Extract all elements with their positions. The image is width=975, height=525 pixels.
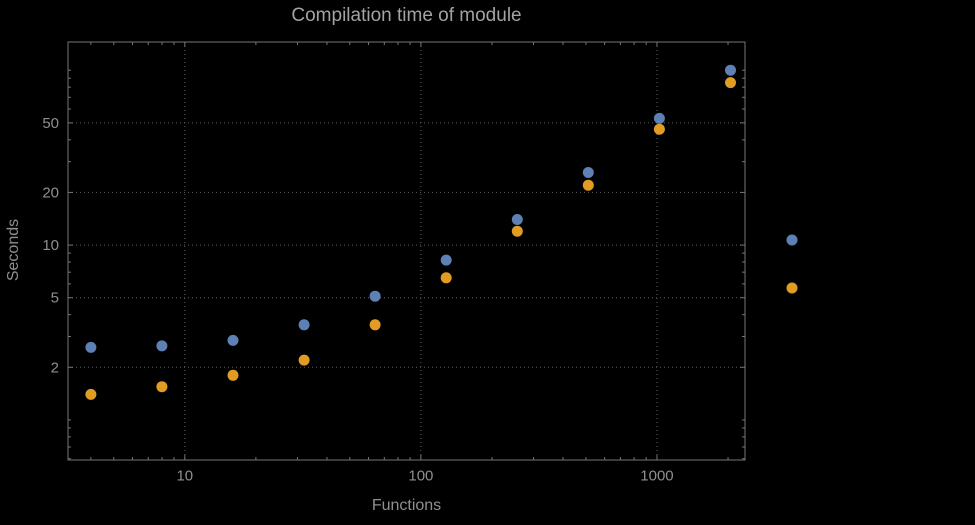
y-tick-label: 50 [42,115,59,132]
data-point-series-2 [653,123,665,135]
chart-title: Compilation time of module [291,5,522,26]
x-tick-label: 10 [176,467,193,484]
data-point-series-2 [511,225,523,237]
data-point-series-2 [582,179,594,191]
data-point-series-2 [85,388,97,400]
data-point-series-2 [156,381,168,393]
data-point-series-1 [156,340,168,352]
y-tick-label: 10 [42,237,59,254]
y-tick-label: 2 [51,359,59,376]
data-point-series-1 [582,167,594,178]
data-point-series-1 [511,214,523,225]
legend-series-2-marker [786,282,798,294]
data-point-series-1 [85,341,97,353]
data-point-series-2 [298,354,310,366]
x-tick-label: 100 [408,467,433,484]
y-tick-label: 20 [42,184,59,201]
data-point-series-1 [369,290,381,302]
data-point-series-2 [369,319,381,331]
data-point-series-2 [725,77,736,89]
plot-frame [67,41,746,461]
data-point-series-1 [653,112,665,124]
x-axis-label: Functions [371,497,442,514]
data-point-series-2 [440,272,452,284]
data-point-series-1 [440,254,452,266]
y-tick-label: 5 [51,290,59,307]
legend-series-1-marker [786,234,798,246]
data-point-series-1 [725,64,736,76]
data-point-series-1 [298,319,310,331]
data-point-series-2 [227,369,239,381]
data-point-series-1 [227,334,239,346]
x-tick-label: 1000 [640,467,673,484]
